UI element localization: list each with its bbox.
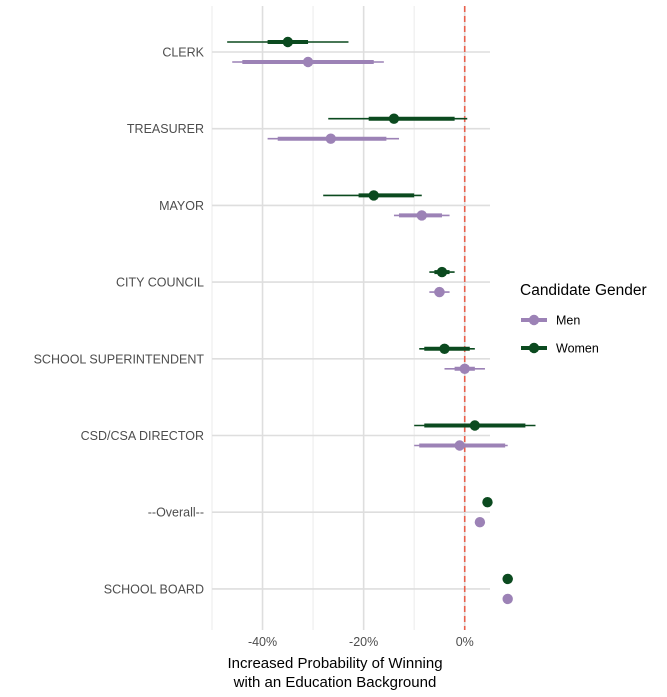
x-axis-title-line-2: with an Education Background <box>233 674 437 691</box>
legend-key-men-dot <box>528 314 540 326</box>
legend-key-women-dot <box>528 342 540 354</box>
grid <box>211 6 490 630</box>
men-point-estimate <box>416 210 427 221</box>
category-label: SCHOOL BOARD <box>104 582 204 596</box>
x-axis-title-line-1: Increased Probability of Winning <box>227 655 442 672</box>
men-point-estimate <box>474 517 486 528</box>
women-point-estimate <box>282 36 294 48</box>
category-label: CLERK <box>162 46 204 60</box>
women-point-estimate <box>368 190 379 201</box>
men-point-estimate <box>302 56 314 68</box>
plot-marks <box>227 36 536 605</box>
men-point-estimate <box>454 440 465 451</box>
x-tick-label: -20% <box>349 635 378 649</box>
women-point-estimate <box>388 113 400 124</box>
x-tick-labels: -40% -20% 0% <box>248 635 474 649</box>
category-label: TREASURER <box>127 122 204 136</box>
men-point-estimate <box>502 593 513 605</box>
women-point-estimate <box>469 420 481 431</box>
legend-label-men: Men <box>556 314 580 328</box>
legend: Candidate Gender Men Women <box>520 282 647 356</box>
women-point-estimate <box>502 573 513 585</box>
category-label: MAYOR <box>159 199 204 213</box>
women-point-estimate <box>439 343 450 354</box>
men-point-estimate <box>434 286 445 298</box>
men-point-estimate <box>325 133 336 144</box>
women-point-estimate <box>482 497 493 508</box>
women-point-estimate <box>436 266 448 278</box>
category-label: SCHOOL SUPERINTENDENT <box>34 352 205 366</box>
x-tick-label: 0% <box>456 635 474 649</box>
legend-label-women: Women <box>556 342 599 356</box>
legend-title: Candidate Gender <box>520 282 647 299</box>
men-point-estimate <box>459 363 470 374</box>
category-label: --Overall-- <box>148 506 204 520</box>
category-label: CITY COUNCIL <box>116 276 204 290</box>
category-label: CSD/CSA DIRECTOR <box>81 429 204 443</box>
y-tick-labels: CLERK TREASURER MAYOR CITY COUNCIL SCHOOL SU… <box>34 46 205 597</box>
x-tick-label: -40% <box>248 635 277 649</box>
